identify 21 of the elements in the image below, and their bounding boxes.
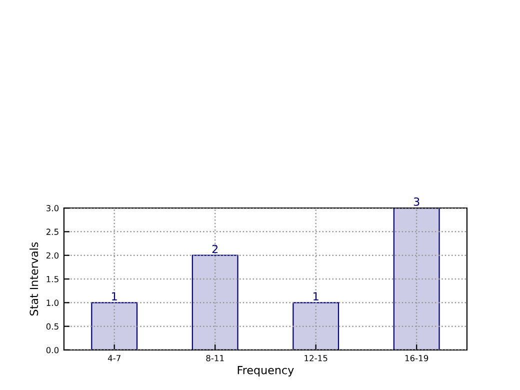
bar — [292, 302, 340, 350]
y-tick-label: 0.5 — [46, 323, 58, 330]
bar — [91, 302, 138, 350]
x-tick-label: 4-7 — [108, 355, 120, 362]
y-tick-label: 2.0 — [46, 252, 59, 259]
x-tick-label: 16-19 — [405, 354, 428, 362]
y-tick-label: 1.5 — [46, 276, 58, 282]
data-label: 1 — [314, 292, 318, 300]
x-tick-label: 8-11 — [206, 354, 224, 362]
x-axis-title: Frequency — [238, 366, 294, 376]
bar — [192, 254, 238, 350]
y-axis-title: Stat Intervals — [30, 242, 38, 316]
y-tick-label: 2.5 — [46, 228, 58, 235]
y-tick-label: 0.0 — [46, 346, 59, 354]
y-tick-label: 3.0 — [46, 205, 59, 212]
data-label: 1 — [112, 292, 117, 300]
data-label: 3 — [414, 197, 420, 206]
bar — [393, 208, 440, 350]
data-label: 2 — [212, 244, 218, 254]
y-tick-label: 1.0 — [46, 300, 59, 306]
x-tick-label: 12-15 — [304, 354, 328, 362]
